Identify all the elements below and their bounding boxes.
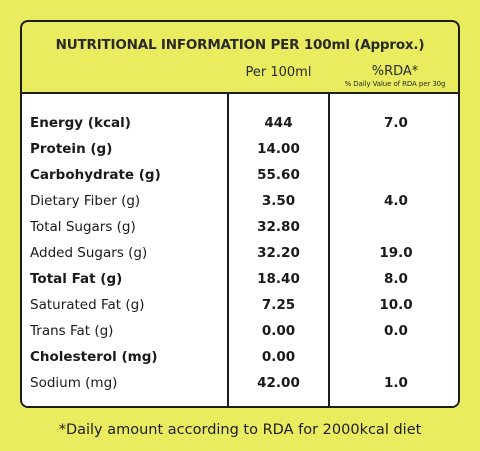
nutrient-name: Cholesterol (mg): [30, 349, 158, 365]
column-divider: [328, 94, 330, 406]
column-divider: [227, 94, 229, 406]
nutrient-value: 42.00: [257, 375, 300, 391]
nutrient-value: 32.80: [257, 219, 300, 235]
nutrient-value: 0.00: [261, 349, 296, 365]
nutrient-name: Total Fat (g): [30, 271, 123, 287]
table-row: Total Sugars (g) 32.80: [22, 214, 458, 240]
nutrient-value: 3.50: [261, 193, 296, 209]
rda-header: %RDA*: [371, 64, 419, 79]
nutrition-table: Energy (kcal) 444 7.0 Protein (g) 14.00 …: [22, 92, 458, 406]
label-title: NUTRITIONAL INFORMATION PER 100ml (Appro…: [55, 37, 425, 53]
nutrient-rda: 0.0: [384, 323, 408, 339]
nutrient-name: Sodium (mg): [30, 375, 118, 391]
table-row: Carbohydrate (g) 55.60: [22, 162, 458, 188]
rda-subheader: % Daily Value of RDA per 30g: [344, 80, 446, 88]
nutrient-rda: 7.0: [384, 115, 408, 131]
nutrition-label-panel: NUTRITIONAL INFORMATION PER 100ml (Appro…: [20, 20, 460, 408]
nutrient-name: Saturated Fat (g): [30, 297, 145, 313]
nutrient-rda: 10.0: [379, 297, 413, 313]
nutrient-name: Added Sugars (g): [30, 245, 148, 261]
nutrient-rda: 1.0: [384, 375, 408, 391]
nutrient-value: 14.00: [257, 141, 300, 157]
nutrient-value: 444: [264, 115, 293, 131]
nutrient-name: Total Sugars (g): [30, 219, 136, 235]
nutrient-name: Dietary Fiber (g): [30, 193, 141, 209]
table-row: Energy (kcal) 444 7.0: [22, 110, 458, 136]
nutrient-rda: 8.0: [384, 271, 408, 287]
table-row: Protein (g) 14.00: [22, 136, 458, 162]
table-row: Trans Fat (g) 0.00 0.0: [22, 318, 458, 344]
nutrient-name: Carbohydrate (g): [30, 167, 161, 183]
nutrient-rda: 4.0: [384, 193, 408, 209]
per-100ml-header: Per 100ml: [245, 65, 312, 80]
nutrient-value: 0.00: [261, 323, 296, 339]
nutrient-value: 7.25: [261, 297, 296, 313]
nutrient-name: Trans Fat (g): [30, 323, 114, 339]
nutrient-value: 55.60: [257, 167, 300, 183]
nutrient-value: 18.40: [257, 271, 300, 287]
nutrient-name: Energy (kcal): [30, 115, 131, 131]
table-row: Total Fat (g) 18.40 8.0: [22, 266, 458, 292]
table-row: Cholesterol (mg) 0.00: [22, 344, 458, 370]
nutrient-value: 32.20: [257, 245, 300, 261]
nutrient-name: Protein (g): [30, 141, 113, 157]
table-row: Dietary Fiber (g) 3.50 4.0: [22, 188, 458, 214]
table-row: Saturated Fat (g) 7.25 10.0: [22, 292, 458, 318]
nutrient-rda: 19.0: [379, 245, 413, 261]
table-row: Sodium (mg) 42.00 1.0: [22, 370, 458, 396]
footnote: *Daily amount according to RDA for 2000k…: [58, 422, 422, 438]
table-row: Added Sugars (g) 32.20 19.0: [22, 240, 458, 266]
